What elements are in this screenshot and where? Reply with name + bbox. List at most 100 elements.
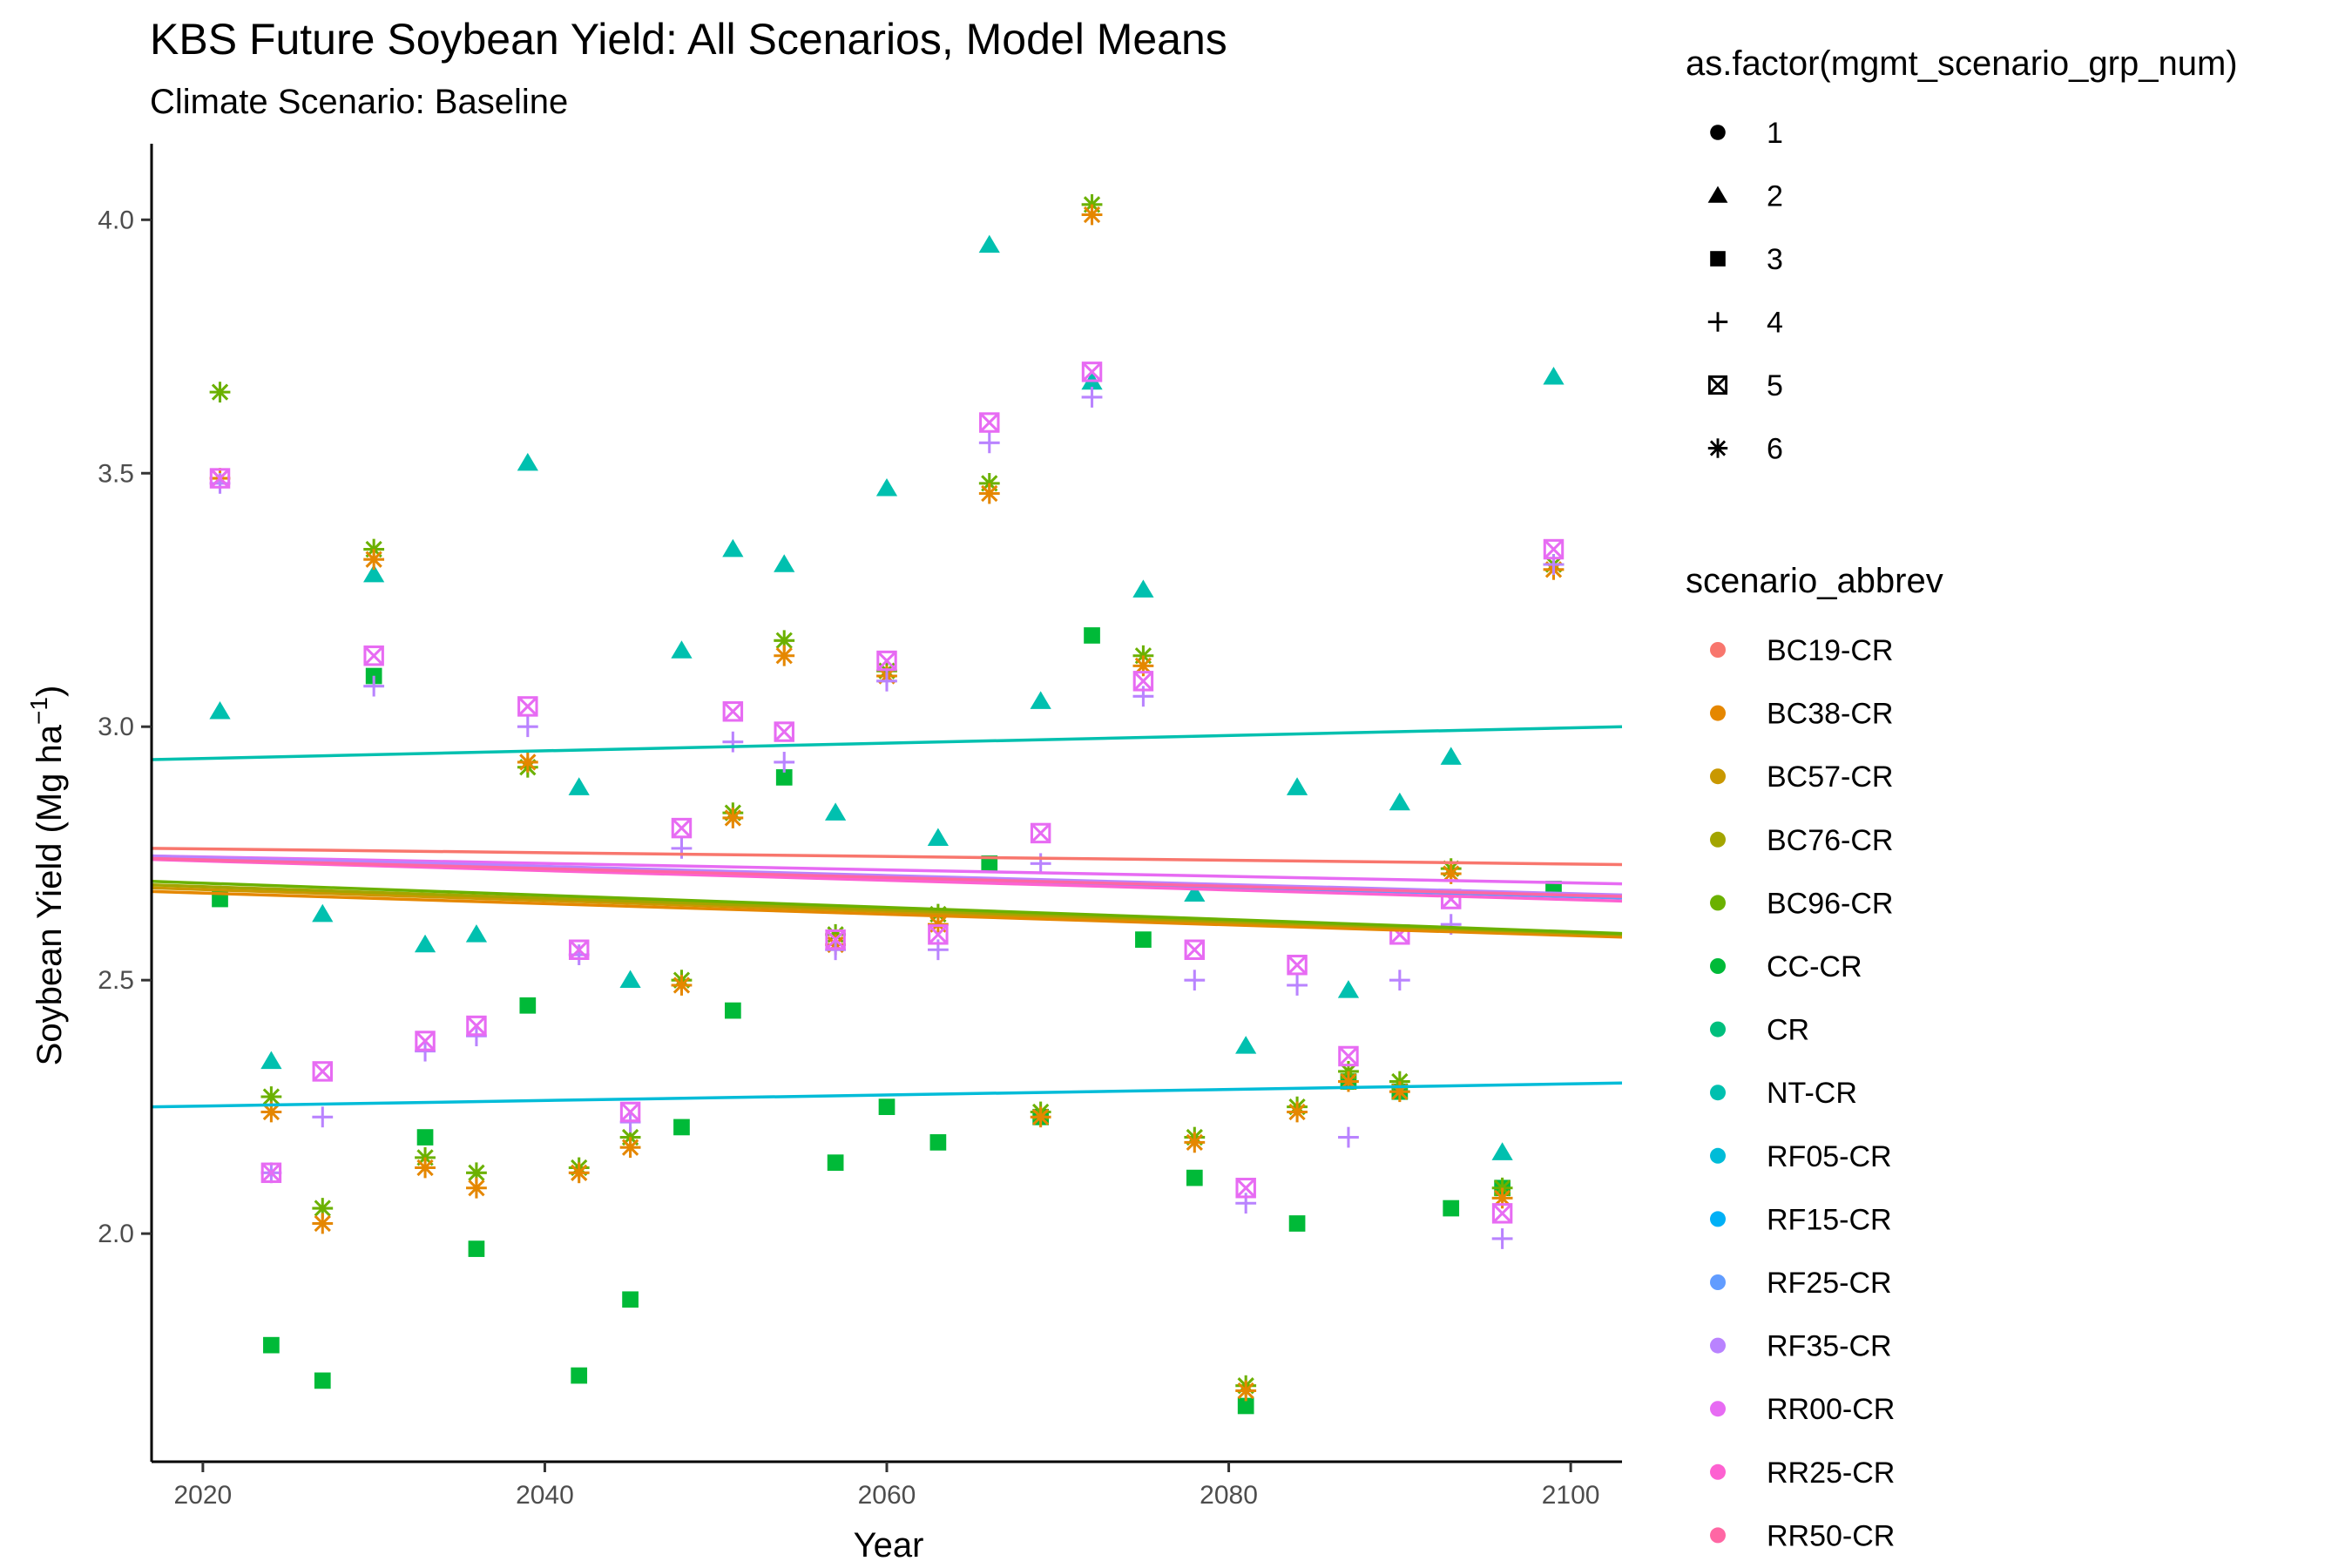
trend-line xyxy=(151,854,1623,886)
trend-line xyxy=(151,857,1623,903)
trend-line xyxy=(151,1081,1623,1109)
data-point xyxy=(876,650,897,672)
data-point xyxy=(1132,579,1154,598)
data-point xyxy=(1491,1142,1513,1160)
data-point xyxy=(774,721,794,742)
data-point xyxy=(1030,853,1051,875)
color-legend-label: RF15-CR xyxy=(1767,1203,1892,1236)
data-point xyxy=(466,1015,487,1037)
color-legend-key xyxy=(1710,1085,1726,1101)
x-tick-label: 2060 xyxy=(858,1481,916,1510)
data-point xyxy=(622,1291,639,1308)
data-point xyxy=(928,924,949,945)
y-axis-ticks: 2.0 2.5 3.0 3.5 4.0 xyxy=(98,206,152,1248)
trend-line xyxy=(151,856,1623,898)
data-point xyxy=(1543,366,1565,385)
color-legend-key xyxy=(1710,768,1726,785)
color-legend-title: scenario_abbrev xyxy=(1686,562,1943,600)
y-axis-title-superscript: −1 xyxy=(25,697,52,725)
data-point xyxy=(1184,970,1206,991)
data-point xyxy=(312,903,334,923)
data-point xyxy=(571,1367,588,1384)
shape-legend-key xyxy=(1710,125,1726,140)
data-point xyxy=(774,645,795,666)
data-point xyxy=(1337,980,1360,998)
data-point xyxy=(724,1002,741,1019)
color-legend-label: BC19-CR xyxy=(1767,634,1893,667)
color-legend-key xyxy=(1710,895,1726,911)
data-point xyxy=(1184,939,1206,960)
data-point xyxy=(1287,975,1308,996)
color-legend-key xyxy=(1710,1147,1726,1164)
data-point xyxy=(312,1061,334,1082)
data-point xyxy=(468,1240,485,1257)
data-point xyxy=(415,1157,436,1179)
data-point xyxy=(465,924,488,943)
data-point xyxy=(774,752,795,773)
data-point xyxy=(363,675,385,697)
plot-area xyxy=(151,193,1623,1415)
shape-legend-label: 2 xyxy=(1767,180,1783,213)
y-tick-label: 4.0 xyxy=(98,206,134,234)
data-point xyxy=(1440,863,1462,884)
color-legend: scenario_abbrev BC19-CR BC38-CR BC57-CR BC7… xyxy=(1686,562,1943,1552)
trend-line xyxy=(151,879,1623,936)
data-point xyxy=(363,564,385,583)
data-point xyxy=(209,382,231,403)
trend-line xyxy=(151,854,1623,897)
data-point xyxy=(209,701,231,720)
color-legend-key xyxy=(1710,1211,1726,1227)
trend-line xyxy=(151,889,1623,939)
color-legend-label: BC57-CR xyxy=(1767,760,1893,794)
shape-legend-label: 5 xyxy=(1767,369,1783,402)
color-legend-label: NT-CR xyxy=(1767,1077,1857,1110)
color-legend-label: RF25-CR xyxy=(1767,1267,1892,1300)
data-point xyxy=(876,670,897,692)
data-point xyxy=(1338,1126,1359,1148)
point-series xyxy=(209,234,1565,1160)
data-point xyxy=(1443,1200,1460,1217)
data-point xyxy=(1440,747,1462,765)
shape-legend: as.factor(mgmt_scenario_grp_num) 1 2 3 4 5 6 xyxy=(1686,44,2238,466)
data-point xyxy=(312,1213,334,1234)
data-point xyxy=(568,944,590,965)
data-point xyxy=(671,640,693,659)
y-tick-label: 3.0 xyxy=(98,713,134,741)
data-point xyxy=(673,1119,690,1136)
data-point xyxy=(978,483,1000,504)
data-point xyxy=(1543,538,1565,560)
y-tick-label: 3.5 xyxy=(98,459,134,488)
data-point xyxy=(827,1154,844,1172)
shape-legend-key xyxy=(1707,186,1728,203)
data-point xyxy=(466,1162,487,1184)
data-point xyxy=(1288,1215,1306,1232)
shape-legend-label: 6 xyxy=(1767,433,1783,466)
shape-legend-key xyxy=(1707,438,1728,458)
y-tick-label: 2.5 xyxy=(98,966,134,995)
data-point xyxy=(671,975,693,996)
color-legend-label: BC96-CR xyxy=(1767,887,1893,920)
data-point xyxy=(671,817,693,839)
y-axis-title: Soybean Yield (Mg ha−1) xyxy=(25,686,69,1066)
chart-subtitle: Climate Scenario: Baseline xyxy=(150,83,568,121)
data-point xyxy=(263,1336,280,1354)
color-legend-label: BC38-CR xyxy=(1767,698,1893,731)
data-point xyxy=(415,1031,436,1051)
data-point xyxy=(260,1086,282,1107)
data-point xyxy=(1135,931,1152,948)
shape-legend-key xyxy=(1710,251,1726,267)
data-point xyxy=(619,1137,641,1159)
data-point xyxy=(568,939,590,960)
data-point xyxy=(1081,387,1103,408)
data-point xyxy=(1389,970,1410,991)
data-point xyxy=(209,472,231,494)
x-tick-label: 2080 xyxy=(1200,1481,1258,1510)
color-legend-label: BC76-CR xyxy=(1767,824,1893,857)
color-legend-key xyxy=(1710,1527,1726,1544)
data-point xyxy=(825,929,846,950)
data-point xyxy=(1084,627,1100,644)
color-legend-label: RF05-CR xyxy=(1767,1140,1892,1173)
color-legend-key xyxy=(1710,958,1726,974)
data-point xyxy=(619,970,641,988)
